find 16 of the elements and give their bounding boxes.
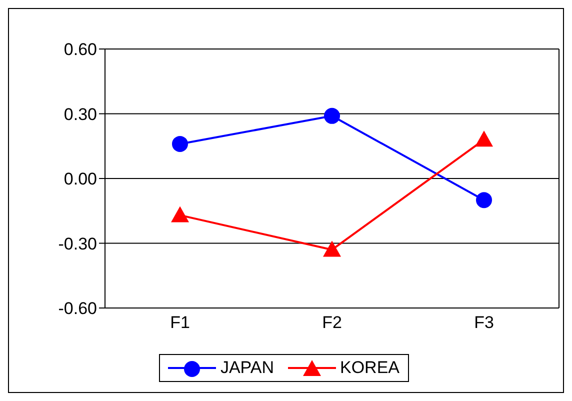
- x-tick-label: F1: [170, 313, 190, 332]
- point: [324, 108, 340, 124]
- x-tick-label: F2: [322, 313, 342, 332]
- y-tick-label: -0.30: [58, 234, 97, 254]
- y-tick-label: 0.60: [64, 40, 97, 60]
- y-tick-label: -0.60: [58, 299, 97, 318]
- point: [171, 206, 189, 222]
- point: [475, 130, 493, 147]
- point: [323, 240, 341, 257]
- x-tick-label: F3: [474, 313, 494, 332]
- point: [172, 136, 188, 152]
- y-tick-label: 0.30: [64, 104, 97, 124]
- legend-label: JAPAN: [219, 358, 274, 378]
- legend-label: KOREA: [339, 358, 400, 378]
- point: [476, 192, 492, 208]
- y-tick-label: 0.00: [64, 170, 97, 189]
